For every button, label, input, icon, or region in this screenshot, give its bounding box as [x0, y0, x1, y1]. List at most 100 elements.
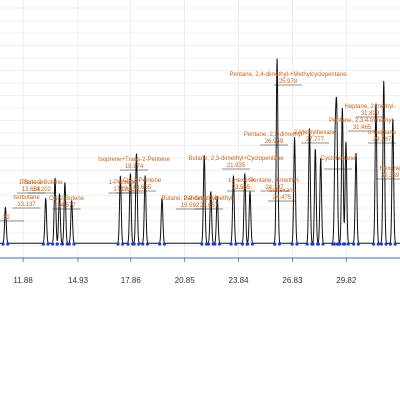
peak-label-name: Pentane, 2,4-dimethyl-+Methylcyclopentan… — [230, 72, 348, 78]
x-tick-label: 26.83 — [282, 276, 303, 285]
baseline-marker — [240, 242, 245, 246]
peak-label-name: Isohexane — [268, 188, 296, 194]
baseline-marker — [356, 242, 360, 246]
baseline-marker — [352, 242, 356, 246]
baseline-marker — [376, 242, 380, 246]
baseline-marker — [60, 242, 65, 246]
baseline-marker — [316, 242, 320, 246]
baseline-marker — [393, 242, 397, 246]
baseline-marker — [6, 242, 10, 246]
x-tick-label: 11.88 — [13, 276, 33, 285]
baseline-marker — [321, 242, 325, 246]
peak-label-name: 1-Hexene — [228, 178, 255, 184]
baseline-marker — [41, 242, 45, 246]
baseline-marker — [246, 242, 250, 246]
x-axis-ticks: 11.88 14.93 17.86 20.85 23.84 26.83 29.82 — [13, 258, 357, 285]
baseline-marker — [388, 242, 393, 246]
peak-label-retention-time: 13.137 — [17, 202, 36, 208]
peak-label-name: Pentane, 2,3,4-trimethyl- — [329, 118, 395, 124]
baseline-marker — [200, 242, 204, 246]
chromatogram-trace — [0, 58, 400, 244]
peak-label-retention-time: 24.475 — [273, 195, 292, 201]
baseline-marker — [332, 242, 336, 246]
peak-label-retention-time: 13.653 — [22, 187, 41, 193]
peak-label-retention-time: 21.935 — [227, 163, 246, 169]
baseline-marker — [338, 242, 342, 246]
peak-label-name: Hexane — [380, 166, 400, 172]
baseline-marker — [217, 242, 222, 246]
peak-label-retention-time: 23.555 — [232, 185, 251, 191]
peak-label-name: 1-Pentene — [109, 180, 137, 186]
peak-label-retention-time: 14.577 — [57, 203, 76, 209]
baseline-marker — [46, 242, 50, 246]
baseline-marker — [206, 242, 211, 246]
peak-label-retention-time: 18.174 — [125, 164, 144, 170]
peak-label-name: Cis-2-Pentene — [123, 178, 162, 184]
baseline-marker — [121, 242, 125, 246]
baseline-marker — [51, 242, 55, 246]
peak-label-name: Pentane, 3-methyl- — [249, 178, 300, 184]
peak-label-name: n-Heptane — [368, 130, 397, 136]
baseline-marker — [305, 242, 309, 246]
peak-label-retention-time: 22.657 — [200, 203, 219, 209]
baseline-marker — [162, 242, 166, 246]
peak-label-name: 1-Butene — [19, 180, 44, 186]
baseline-marker — [132, 242, 136, 246]
baseline-marker — [67, 242, 71, 246]
label-leader-lines — [0, 84, 400, 222]
baseline-marker — [290, 242, 294, 246]
peak-label-name: Trans-2-Butene — [21, 180, 63, 186]
peak-label-retention-time: 30.359 — [381, 173, 400, 179]
peak-label-name: Pentane, 2-methyl- — [184, 196, 235, 202]
peak-label-retention-time: 31.899 — [361, 111, 380, 117]
peak-label-name: Pentane, 2,3-dimethyl- — [244, 132, 304, 138]
baseline-marker — [116, 242, 120, 246]
baseline-marker — [158, 242, 162, 246]
x-tick-label: 20.85 — [175, 276, 196, 285]
peak-label-retention-time: 27.777 — [306, 137, 325, 143]
baseline-marker — [72, 242, 76, 246]
baseline-marker — [213, 242, 217, 246]
baseline-marker — [126, 242, 130, 246]
peak-label-retention-time: 31.465 — [353, 125, 372, 131]
baseline-marker — [311, 242, 315, 246]
peak-label-retention-time: 18.655 — [133, 185, 152, 191]
peak-label-name: Heptane, 2-methyl- — [344, 104, 395, 110]
peak-label-name: 2-Methylhexane — [294, 130, 337, 136]
baseline-marker — [137, 242, 141, 246]
baseline-marker — [372, 242, 376, 246]
baseline-marker — [145, 242, 150, 246]
peak-label-retention-time: 14.202 — [33, 187, 52, 193]
peak-label-retention-time: 17.280 — [113, 187, 132, 193]
peak-label-retention-time: .82 — [2, 215, 11, 221]
peak-label-name: Cis-2-Butene — [49, 196, 85, 202]
peak-label-name: Isobutane — [13, 195, 40, 201]
x-tick-label: 17.86 — [121, 276, 142, 285]
baseline-marker — [277, 242, 282, 246]
baseline-marker — [295, 242, 299, 246]
peak-label-name: Cyclohexane — [321, 156, 356, 162]
peak-label-retention-time: 19.592 — [181, 203, 200, 209]
baseline-marker — [234, 242, 238, 246]
baseline-markers — [1, 242, 397, 246]
peak-label-retention-time: 25.978 — [279, 79, 298, 85]
peak-label-name: Isoprene+Trans-2-Pentene — [98, 157, 170, 163]
peak-label-name: Butane, 2,2-dimethyl- — [161, 196, 218, 202]
x-tick-label: 14.93 — [68, 276, 89, 285]
peak-label-retention-time: 26.949 — [265, 139, 284, 145]
x-tick-label: 29.82 — [336, 276, 357, 285]
peak-label-retention-time: 17.835 — [121, 187, 140, 193]
baseline-marker — [141, 242, 145, 246]
baseline-marker — [342, 242, 346, 246]
baseline-marker — [1, 242, 5, 246]
peak-label-retention-time: 24.187 — [265, 185, 284, 191]
grid-lines — [0, 0, 400, 259]
baseline-marker — [250, 242, 254, 246]
baseline-marker — [346, 242, 350, 246]
peak-label-name: Butane, 2,3-dimethyl+Cyclopentane — [188, 156, 284, 162]
x-tick-label: 23.84 — [229, 276, 250, 285]
baseline-marker — [273, 242, 277, 246]
baseline-marker — [379, 242, 384, 246]
